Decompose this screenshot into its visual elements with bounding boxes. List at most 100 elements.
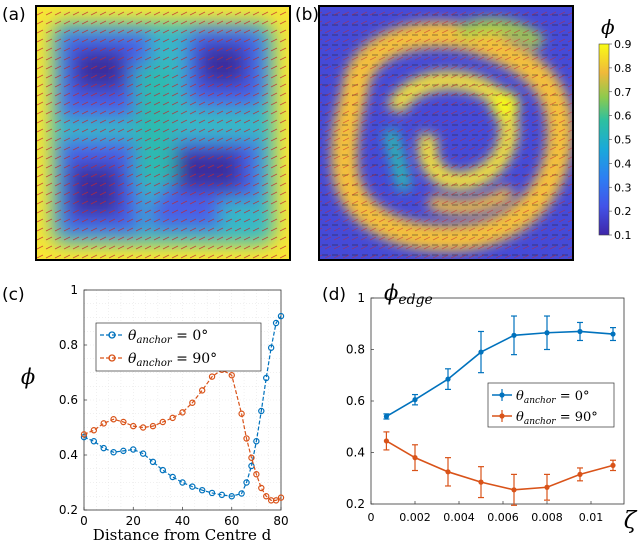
c-xtick-label: 40 (175, 514, 190, 528)
colorbar-tick-label: 0.5 (614, 134, 632, 147)
c-point-0 (159, 466, 166, 474)
c-point-1 (100, 420, 107, 427)
c-point-0 (258, 407, 265, 415)
colorbar-tick-label: 0.6 (614, 110, 632, 123)
chart-c: 0 20 40 60 80 0.2 0.4 0.6 0.8 1 Distance from Cen… (21, 283, 289, 544)
c-point-0 (179, 479, 186, 486)
c-point-0 (90, 438, 98, 445)
d-xtick-label: 0.002 (399, 511, 431, 524)
c-point-1 (263, 493, 270, 500)
c-point-0 (169, 473, 176, 481)
d-point-1 (577, 471, 583, 477)
c-xtick-label: 0 (80, 514, 88, 528)
panel-label-a: (a) (2, 5, 26, 25)
d-ytick-label: 0.4 (346, 446, 365, 460)
heatmap-b (318, 5, 574, 261)
c-point-1 (198, 387, 206, 394)
c-legend-item-0: θanchor = 0° (128, 328, 208, 346)
panel-label-d: (d) (322, 285, 346, 305)
d-series-line-0 (385, 330, 614, 418)
c-xtick-label: 80 (273, 514, 288, 528)
colorbar-tick-label: 0.7 (614, 86, 632, 99)
d-point-0 (610, 331, 616, 337)
d-point-1 (610, 462, 616, 468)
d-point-0 (544, 330, 550, 336)
colorbar-tick-label: 0.4 (614, 157, 632, 170)
c-point-1 (80, 431, 88, 438)
d-ytick-label: 1 (357, 291, 365, 305)
d-point-1 (544, 484, 550, 490)
d-xtick-label: 0.01 (579, 511, 604, 524)
d-xtick-label: 0.008 (531, 511, 563, 524)
c-point-1 (110, 416, 117, 423)
c-point-1 (258, 484, 265, 492)
c-point-0 (263, 374, 270, 382)
c-point-0 (228, 493, 235, 500)
c-point-1 (243, 435, 250, 442)
c-point-1 (277, 494, 285, 501)
c-point-1 (228, 372, 235, 379)
c-point-1 (179, 409, 186, 416)
d-point-0 (478, 349, 484, 355)
colorbar: ϕ 0.9 0.8 0.7 0.6 0.5 0.4 0.3 0.2 0.1 (598, 15, 632, 242)
d-point-1 (383, 438, 389, 444)
d-point-0 (383, 413, 389, 420)
c-point-1 (90, 427, 98, 434)
colorbar-tick-label: 0.9 (614, 38, 632, 51)
d-point-1 (511, 487, 517, 493)
d-point-0 (577, 328, 583, 335)
c-point-0 (238, 490, 245, 497)
c-point-0 (130, 446, 137, 453)
c-xtick-label: 20 (126, 514, 141, 528)
c-point-1 (130, 422, 137, 430)
colorbar-tick-label: 0.1 (614, 229, 632, 242)
d-ytick-label: 0.8 (346, 343, 365, 357)
c-ytick-label: 0.8 (59, 338, 78, 352)
colorbar-symbol: ϕ (601, 15, 615, 39)
panel-label-c: (c) (2, 285, 25, 305)
d-point-1 (445, 469, 451, 475)
d-xtick-label: 0 (368, 511, 375, 524)
colorbar-tick-label: 0.2 (614, 205, 632, 218)
c-point-1 (139, 424, 147, 431)
c-ytick-label: 1 (70, 283, 78, 297)
c-point-0 (110, 449, 117, 456)
c-legend-item-1: θanchor = 90° (128, 351, 217, 369)
d-ytick-label: 0.6 (346, 394, 365, 408)
d-legend-item-1: θanchor = 90° (516, 410, 598, 427)
c-point-0 (120, 447, 127, 455)
c-point-1 (208, 373, 216, 380)
c-point-0 (272, 319, 280, 327)
colorbar-tick-label: 0.8 (614, 62, 632, 75)
d-point-1 (478, 479, 484, 485)
d-ytick-label: 0.2 (346, 497, 365, 511)
d-xtick-label: 0.004 (443, 511, 475, 524)
d-legend-item-0: θanchor = 0° (516, 389, 590, 406)
colorbar-tick-label: 0.3 (614, 181, 632, 194)
d-xlabel: ζ (624, 508, 638, 534)
c-ytick-label: 0.2 (59, 503, 78, 517)
c-point-1 (120, 418, 127, 426)
c-point-1 (159, 418, 166, 426)
c-point-0 (139, 450, 147, 457)
c-point-0 (198, 487, 206, 494)
c-ytick-label: 0.4 (59, 448, 78, 462)
c-point-1 (169, 414, 176, 422)
chart-d: 0 0.002 0.004 0.006 0.008 0.01 0.2 0.4 0.6 0.8 1 ϕ… (346, 281, 638, 534)
c-point-0 (149, 458, 157, 466)
c-xtick-label: 60 (224, 514, 239, 528)
heatmap-a (35, 5, 291, 261)
c-ylabel: ϕ (21, 365, 35, 389)
c-point-0 (208, 489, 216, 497)
c-point-0 (100, 444, 107, 452)
d-legend: θanchor = 0° θanchor = 90° (487, 382, 615, 428)
d-point-0 (412, 397, 418, 403)
d-point-1 (412, 455, 418, 461)
c-point-0 (218, 491, 226, 499)
c-xlabel: Distance from Centre d (93, 526, 272, 544)
d-xtick-label: 0.006 (487, 511, 519, 524)
c-point-1 (248, 454, 255, 461)
c-point-1 (149, 422, 157, 430)
c-series-line-1 (83, 369, 282, 501)
